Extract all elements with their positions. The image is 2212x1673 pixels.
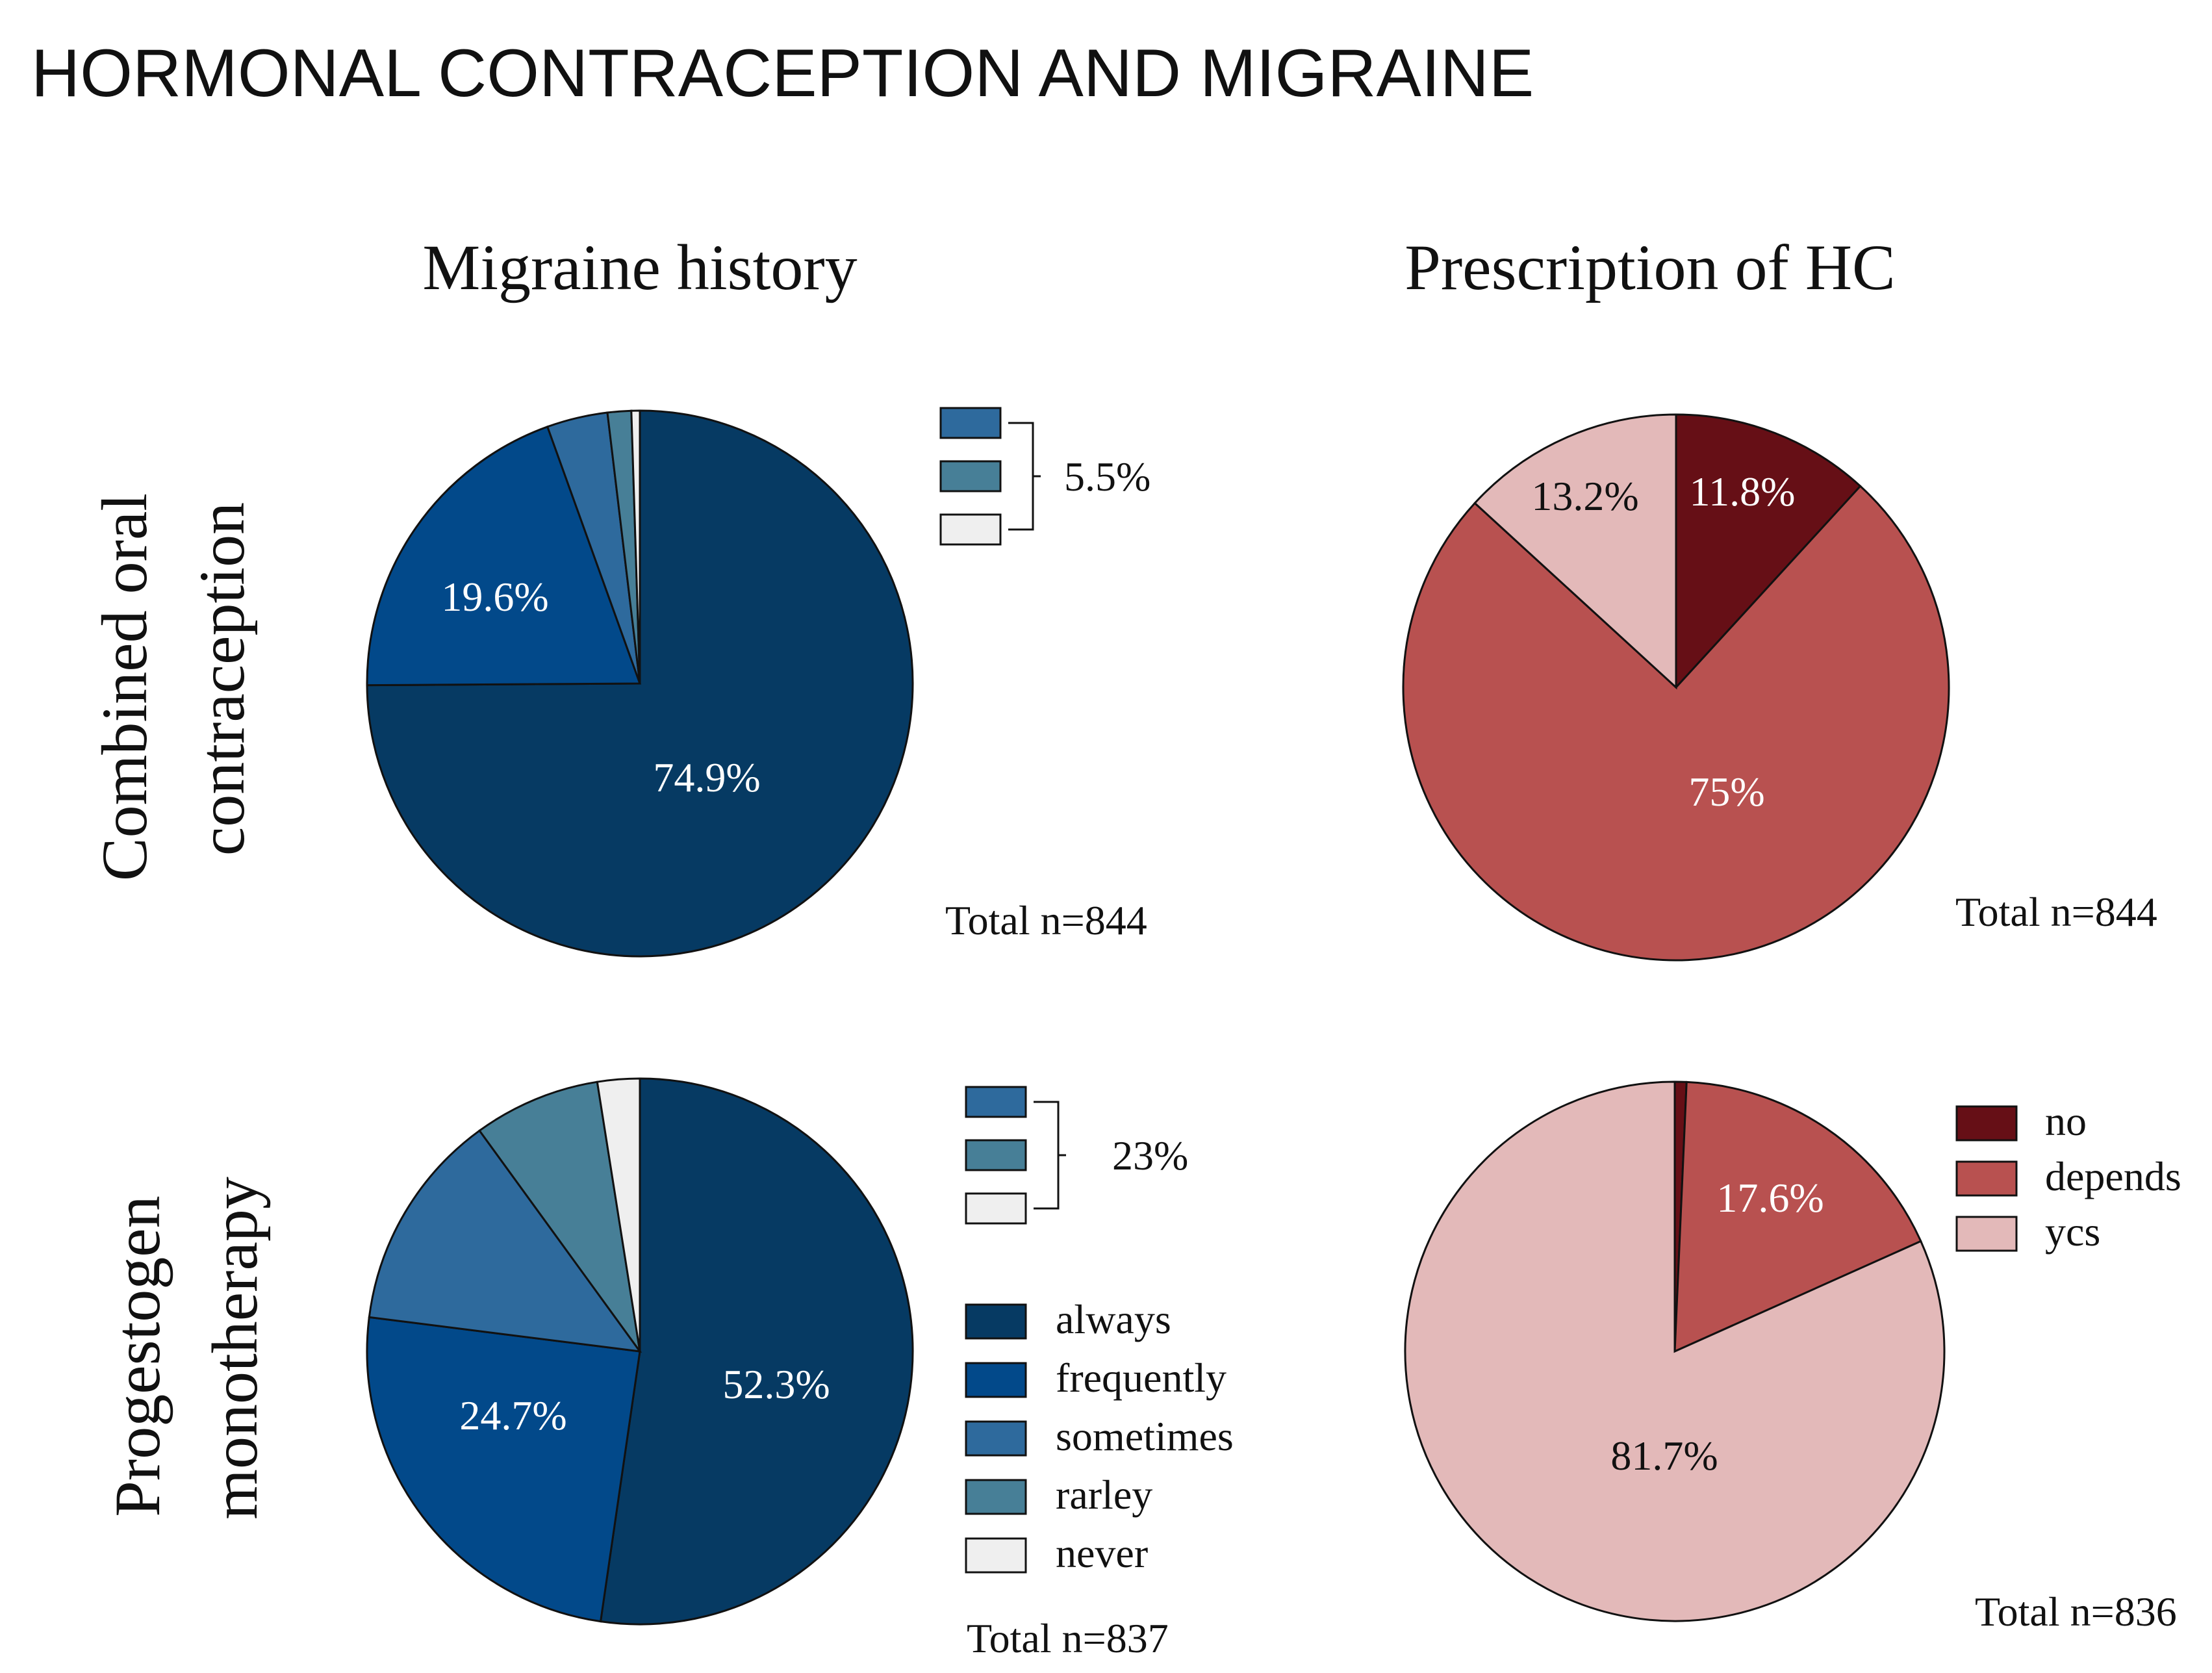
bracket-line — [1034, 1101, 1060, 1210]
legend-swatch-frequently — [965, 1362, 1027, 1398]
pie-slice-frequently — [366, 425, 642, 687]
bracket-line — [1008, 422, 1034, 531]
pie-label-always: 74.9% — [653, 754, 760, 800]
bracket-swatch-never — [965, 1192, 1027, 1225]
pie-slice-sometimes — [368, 1129, 642, 1353]
legend-swatch-rarley — [965, 1479, 1027, 1515]
legend-swatch-no — [1955, 1105, 2018, 1142]
pie-slice-always — [366, 409, 914, 958]
legend-label-never: never — [1056, 1530, 1148, 1576]
pie-slice-no — [1675, 413, 1862, 690]
total-coc-prescription: Total n=844 — [1955, 889, 2157, 935]
pie-slice-never — [630, 409, 641, 684]
legend-prescription: no depends ycs — [1955, 1098, 2181, 1255]
pie-pop-migraine-history: 52.3% 24.7% — [366, 1077, 914, 1626]
column-title-prescription: Prescription of HC — [1405, 231, 1895, 303]
pie-slice-rarley — [478, 1080, 641, 1352]
pie-label-depends: 75% — [1688, 769, 1764, 815]
pie-slice-depends — [1673, 1080, 1922, 1353]
figure-title: HORMONAL CONTRACEPTION AND MIGRAINE — [31, 36, 1534, 111]
row-title-combined-oral-line2: contraception — [186, 502, 258, 856]
pie-label-frequently: 24.7% — [459, 1392, 566, 1438]
pie-label-always: 52.3% — [722, 1361, 830, 1407]
row-title-combined-oral-line1: Combined oral — [88, 493, 160, 881]
column-title-migraine-history: Migraine history — [422, 231, 857, 303]
legend-swatch-ycs — [1955, 1216, 2018, 1252]
legend-label-depends: depends — [2045, 1153, 2181, 1199]
pie-label-no: 11.8% — [1690, 468, 1796, 515]
bracket-label: 5.5% — [1064, 453, 1150, 500]
pie-pop-prescription: 17.6% 81.7% — [1404, 1080, 1946, 1622]
legend-swatch-depends — [1955, 1160, 2018, 1197]
pie-label-ycs: 81.7% — [1610, 1433, 1718, 1479]
total-coc-history: Total n=844 — [945, 897, 1147, 943]
bracket-swatch-never — [939, 513, 1002, 546]
pie-slice-ycs — [1473, 413, 1677, 690]
legend-label-rarley: rarley — [1056, 1472, 1152, 1518]
legend-swatch-always — [965, 1303, 1027, 1340]
pie-label-frequently: 19.6% — [441, 574, 548, 620]
row-title-progestogen-line2: monotherapy — [199, 1177, 271, 1520]
pie-coc-prescription: 11.8% 75% 13.2% — [1402, 413, 1950, 962]
total-pop-history: Total n=837 — [967, 1615, 1169, 1661]
pie-label-depends: 17.6% — [1716, 1175, 1824, 1221]
row-title-progestogen-line1: Progestogen — [101, 1195, 173, 1516]
legend-migraine-history: always frequently sometimes rarley never — [965, 1296, 1234, 1576]
bracket-legend-pop: 23% — [965, 1086, 1188, 1225]
bracket-swatch-rarley — [939, 460, 1002, 492]
legend-swatch-never — [965, 1537, 1027, 1574]
bracket-legend-coc: 5.5% — [939, 407, 1150, 546]
pie-slice-frequently — [366, 1316, 641, 1623]
pie-coc-migraine-history: 74.9% 19.6% — [366, 409, 914, 958]
bracket-label: 23% — [1112, 1132, 1188, 1179]
legend-swatch-sometimes — [965, 1420, 1027, 1457]
pie-slice-depends — [1402, 485, 1950, 962]
row-title-combined-oral: Combined oral contraception — [88, 477, 258, 881]
pie-slice-ycs — [1404, 1080, 1946, 1622]
legend-label-ycs: ycs — [2045, 1208, 2100, 1255]
pie-slice-always — [599, 1077, 914, 1626]
legend-label-sometimes: sometimes — [1056, 1413, 1234, 1459]
pie-label-ycs: 13.2% — [1531, 473, 1638, 519]
pie-slice-never — [596, 1077, 641, 1352]
row-title-progestogen: Progestogen monotherapy — [101, 1177, 271, 1520]
bracket-swatch-sometimes — [965, 1086, 1027, 1118]
bracket-swatch-sometimes — [939, 407, 1002, 439]
legend-label-always: always — [1056, 1296, 1171, 1342]
legend-label-no: no — [2045, 1098, 2087, 1144]
total-pop-prescription: Total n=836 — [1975, 1589, 2177, 1635]
bracket-swatch-rarley — [965, 1139, 1027, 1171]
legend-label-frequently: frequently — [1056, 1355, 1227, 1401]
